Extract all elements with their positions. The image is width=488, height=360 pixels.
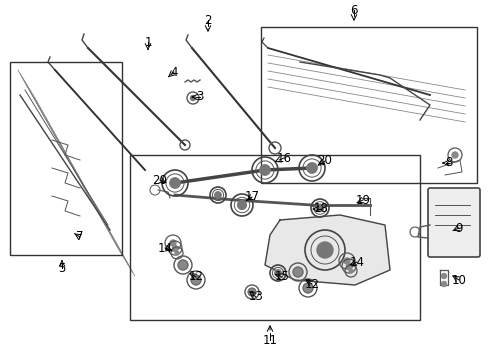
Text: 18: 18	[313, 202, 328, 216]
Circle shape	[170, 240, 176, 246]
Bar	[10, 62, 122, 255]
Text: 1: 1	[144, 36, 151, 49]
Circle shape	[303, 283, 312, 293]
Circle shape	[316, 204, 323, 212]
Text: 12: 12	[304, 278, 319, 291]
Circle shape	[247, 288, 255, 296]
Text: 7: 7	[76, 230, 83, 243]
Circle shape	[191, 275, 201, 285]
Text: 14: 14	[349, 256, 364, 269]
Text: 3: 3	[196, 90, 203, 104]
Circle shape	[190, 95, 195, 100]
Bar	[261, 27, 476, 183]
Text: 14: 14	[157, 242, 172, 255]
Circle shape	[169, 178, 180, 188]
Circle shape	[259, 165, 270, 175]
Text: 13: 13	[248, 291, 263, 303]
FancyBboxPatch shape	[427, 188, 479, 257]
Circle shape	[237, 201, 246, 210]
Text: 15: 15	[274, 270, 289, 284]
Text: 10: 10	[450, 274, 466, 287]
Circle shape	[346, 264, 351, 269]
Text: 9: 9	[454, 221, 462, 234]
Circle shape	[316, 242, 332, 258]
Bar	[130, 155, 419, 320]
Circle shape	[343, 258, 349, 264]
Text: 19: 19	[355, 194, 370, 207]
Circle shape	[175, 251, 179, 255]
Text: 6: 6	[349, 4, 357, 17]
Circle shape	[348, 269, 352, 273]
Circle shape	[306, 163, 317, 173]
Text: 11: 11	[262, 333, 277, 346]
Circle shape	[441, 274, 446, 279]
Circle shape	[172, 246, 177, 251]
Circle shape	[451, 152, 457, 158]
Text: 5: 5	[58, 261, 65, 274]
Text: 16: 16	[276, 152, 291, 165]
Circle shape	[292, 267, 303, 277]
Circle shape	[178, 260, 187, 270]
Text: 17: 17	[244, 190, 259, 203]
Text: 4: 4	[170, 66, 177, 78]
Polygon shape	[264, 215, 389, 285]
Text: 2: 2	[204, 13, 211, 27]
Text: 20: 20	[317, 154, 332, 167]
Circle shape	[274, 270, 281, 276]
Circle shape	[214, 192, 221, 198]
Text: 12: 12	[188, 270, 203, 284]
Text: 20: 20	[152, 174, 167, 186]
Circle shape	[441, 282, 446, 287]
Text: 8: 8	[445, 157, 452, 170]
